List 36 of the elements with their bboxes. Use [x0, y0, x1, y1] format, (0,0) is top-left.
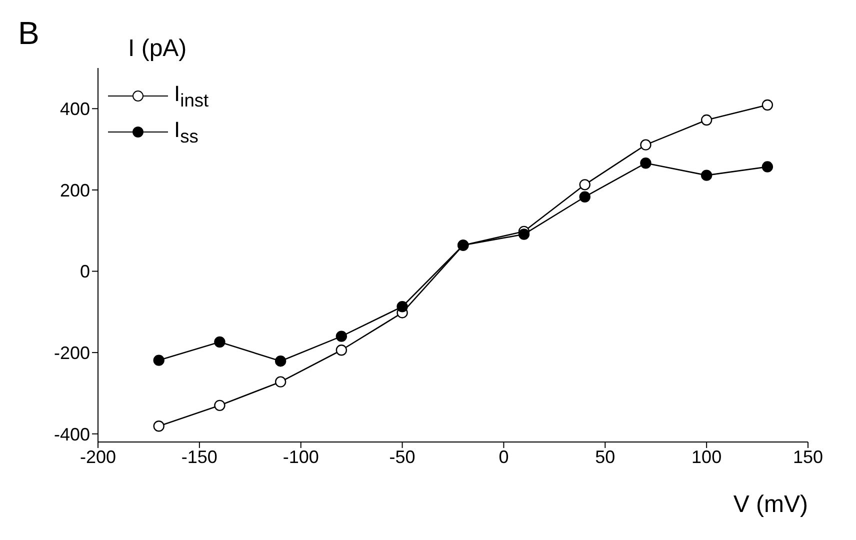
x-tick-label: -150 — [181, 446, 218, 467]
point — [579, 191, 590, 202]
point — [274, 356, 286, 367]
x-tick-label: -50 — [389, 446, 416, 467]
point — [700, 114, 712, 126]
point — [518, 228, 530, 240]
text: B — [18, 15, 40, 51]
point — [153, 420, 164, 432]
x-tick-label: 50 — [595, 446, 616, 467]
point — [274, 376, 286, 388]
point — [336, 344, 348, 356]
y-tick-label: -400 — [54, 424, 90, 444]
point — [396, 301, 408, 312]
point — [640, 158, 652, 169]
point — [640, 139, 652, 150]
point — [762, 99, 774, 111]
point — [762, 161, 774, 172]
point — [336, 330, 348, 342]
y-tick-label: 400 — [60, 99, 90, 120]
legend-label: I$_{ss}$ — [174, 116, 198, 148]
y-tick-label: 200 — [60, 180, 90, 200]
point — [153, 354, 164, 366]
y-tick-label: -200 — [54, 342, 90, 363]
point — [214, 336, 226, 348]
x-tick-label: -100 — [282, 446, 319, 467]
point — [700, 170, 712, 181]
x-tick-label: -200 — [80, 446, 116, 467]
x-tick-label: 100 — [692, 446, 722, 467]
y-tick-label: 0 — [80, 262, 90, 282]
x-tick-label: 150 — [792, 446, 824, 467]
point — [579, 179, 590, 190]
y-axis-title: I (pA) — [128, 35, 187, 62]
x-axis-title: V (mV) — [733, 491, 808, 518]
point — [214, 400, 226, 412]
x-tick-label: 0 — [498, 446, 509, 467]
legend-label: I$_{inst}$ — [174, 80, 209, 112]
